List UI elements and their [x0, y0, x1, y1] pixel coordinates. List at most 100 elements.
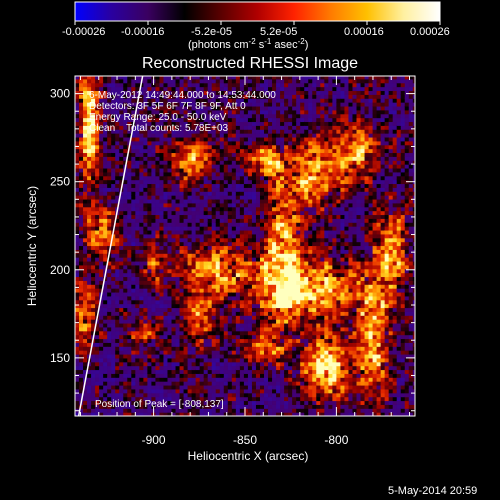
heatmap-cell	[191, 218, 197, 223]
heatmap-cell	[207, 241, 213, 247]
heatmap-cell	[243, 268, 249, 274]
heatmap-cell	[103, 218, 108, 223]
heatmap-cell	[135, 233, 140, 239]
heatmap-cell	[75, 330, 80, 336]
heatmap-cell	[91, 245, 96, 250]
heatmap-cell	[151, 218, 157, 223]
heatmap-cell	[79, 76, 84, 80]
heatmap-cell	[272, 276, 277, 281]
heatmap-cell	[91, 86, 96, 92]
heatmap-cell	[223, 125, 229, 130]
heatmap-cell	[264, 361, 269, 367]
heatmap-cell	[255, 152, 261, 157]
heatmap-cell	[259, 144, 265, 150]
heatmap-cell	[87, 171, 92, 177]
heatmap-cell	[115, 241, 120, 247]
heatmap-cell	[227, 315, 233, 320]
heatmap-cell	[239, 156, 245, 161]
heatmap-cell	[264, 388, 269, 394]
heatmap-cell	[83, 156, 88, 161]
heatmap-cell	[123, 98, 128, 103]
heatmap-cell	[103, 260, 108, 266]
heatmap-cell	[87, 299, 92, 305]
heatmap-cell	[175, 175, 181, 181]
heatmap-cell	[227, 412, 233, 416]
heatmap-cell	[83, 373, 88, 378]
heatmap-cell	[187, 303, 193, 309]
heatmap-cell	[107, 90, 112, 95]
heatmap-cell	[272, 392, 277, 398]
heatmap-cell	[296, 237, 301, 243]
heatmap-cell	[288, 218, 293, 223]
heatmap-cell	[251, 78, 257, 84]
heatmap-cell	[203, 326, 209, 332]
heatmap-cell	[199, 369, 205, 374]
heatmap-cell	[87, 191, 92, 196]
heatmap-cell	[207, 400, 213, 405]
heatmap-cell	[280, 253, 285, 258]
heatmap-cell	[159, 148, 165, 154]
heatmap-cell	[107, 183, 112, 188]
heatmap-cell	[99, 276, 104, 281]
heatmap-cell	[107, 342, 112, 347]
heatmap-cell	[155, 229, 161, 235]
heatmap-cell	[127, 257, 132, 262]
heatmap-cell	[276, 307, 281, 312]
heatmap-cell	[87, 373, 92, 378]
heatmap-cell	[123, 299, 128, 305]
heatmap-cell	[296, 102, 301, 107]
heatmap-cell	[195, 342, 201, 347]
heatmap-cell	[276, 392, 281, 398]
heatmap-cell	[195, 245, 201, 250]
heatmap-cell	[191, 167, 197, 173]
heatmap-cell	[183, 226, 189, 231]
heatmap-cell	[87, 133, 92, 138]
heatmap-cell	[163, 175, 169, 181]
heatmap-cell	[255, 291, 261, 297]
heatmap-cell	[211, 218, 217, 223]
heatmap-cell	[239, 253, 245, 258]
heatmap-cell	[255, 160, 261, 165]
heatmap-cell	[235, 210, 241, 216]
heatmap-cell	[239, 148, 245, 154]
heatmap-cell	[235, 326, 241, 332]
heatmap-cell	[119, 338, 124, 343]
heatmap-cell	[131, 272, 136, 278]
heatmap-cell	[195, 226, 201, 231]
heatmap-cell	[227, 326, 233, 332]
heatmap-cell	[163, 245, 169, 250]
heatmap-cell	[107, 357, 112, 363]
heatmap-cell	[95, 381, 100, 386]
heatmap-cell	[296, 214, 301, 219]
heatmap-cell	[243, 109, 249, 115]
heatmap-cell	[175, 315, 181, 320]
heatmap-cell	[131, 257, 136, 262]
heatmap-cell	[276, 214, 281, 219]
heatmap-cell	[155, 303, 161, 309]
heatmap-cell	[280, 311, 285, 316]
heatmap-cell	[191, 175, 197, 181]
heatmap-cell	[247, 86, 253, 92]
heatmap-cell	[259, 195, 265, 200]
heatmap-cell	[284, 291, 289, 297]
heatmap-cell	[243, 140, 249, 146]
heatmap-cell	[187, 330, 193, 336]
heatmap-cell	[276, 384, 281, 390]
heatmap-cell	[296, 412, 301, 416]
heatmap-cell	[207, 144, 213, 150]
heatmap-cell	[276, 136, 281, 142]
heatmap-cell	[119, 125, 124, 130]
heatmap-cell	[119, 400, 124, 405]
heatmap-cell	[167, 171, 173, 177]
heatmap-cell	[167, 326, 173, 332]
heatmap-cell	[119, 373, 124, 378]
heatmap-cell	[143, 105, 148, 111]
heatmap-cell	[79, 408, 84, 413]
heatmap-cell	[243, 160, 249, 165]
heatmap-cell	[183, 144, 189, 150]
heatmap-cell	[251, 167, 257, 173]
heatmap-cell	[175, 113, 181, 119]
heatmap-cell	[127, 233, 132, 239]
heatmap-cell	[79, 214, 84, 219]
heatmap-cell	[223, 400, 229, 405]
